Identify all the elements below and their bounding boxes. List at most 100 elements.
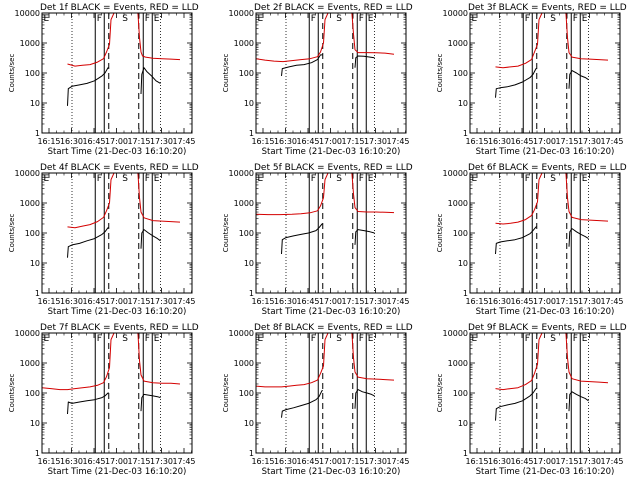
series-line-lld [256, 13, 395, 63]
series-line-events [354, 389, 375, 409]
x-tick-label: 16:45 [510, 297, 533, 306]
x-tick-label: 17:15 [555, 457, 578, 466]
x-tick-label: 16:30 [488, 137, 511, 146]
chart-title: Det 2f BLACK = Events, RED = LLD [254, 3, 413, 13]
chart-title: Det 8f BLACK = Events, RED = LLD [254, 323, 413, 333]
x-tick-label: 16:30 [488, 457, 511, 466]
y-tick-label: 1 [463, 449, 468, 458]
x-tick-label: 16:45 [296, 297, 319, 306]
y-tick-label: 10 [458, 99, 468, 108]
series-line-lld [67, 173, 181, 229]
series-line-events [568, 391, 589, 412]
marker-label: F [573, 14, 578, 24]
y-tick-label: 1 [35, 129, 40, 138]
marker-label: F [145, 14, 150, 24]
marker-label: F [573, 334, 578, 344]
x-tick-label: 16:15 [251, 457, 274, 466]
y-tick-label: 10000 [229, 9, 254, 18]
y-tick-label: 100 [25, 389, 40, 398]
series-line-events [281, 54, 323, 76]
x-tick-label: 17:15 [127, 297, 150, 306]
marker-label: F [359, 334, 364, 344]
x-axis-label: Start Time (21-Dec-03 16:10:20) [48, 307, 187, 317]
y-axis-label: Counts/sec [436, 54, 444, 93]
y-tick-label: 1000 [234, 39, 254, 48]
y-tick-label: 10000 [229, 169, 254, 178]
series-line-lld [67, 13, 181, 67]
marker-label: F [359, 14, 364, 24]
x-tick-label: 16:15 [465, 457, 488, 466]
x-tick-label: 16:45 [82, 137, 105, 146]
y-tick-label: 10000 [443, 169, 468, 178]
marker-label: F [573, 174, 578, 184]
y-tick-label: 10000 [443, 329, 468, 338]
y-tick-label: 100 [453, 69, 468, 78]
chart-panel: Det 7f BLACK = Events, RED = LLD 1 10 100 10… [8, 323, 199, 477]
marker-label: F [359, 174, 364, 184]
marker-label: E [582, 174, 588, 184]
x-tick-label: 17:45 [386, 137, 409, 146]
x-tick-label: 16:30 [60, 137, 83, 146]
x-tick-label: 17:45 [600, 137, 623, 146]
x-axis-label: Start Time (21-Dec-03 16:10:20) [262, 307, 401, 317]
x-tick-label: 17:30 [578, 297, 601, 306]
series-line-events [568, 228, 589, 247]
marker-label: F [145, 174, 150, 184]
x-tick-label: 17:15 [341, 297, 364, 306]
y-tick-label: 1 [463, 289, 468, 298]
y-tick-label: 1000 [20, 359, 40, 368]
plot-area [495, 173, 609, 293]
plot-area [495, 13, 609, 133]
series-line-events [281, 390, 323, 418]
x-axis-label: Start Time (21-Dec-03 16:10:20) [476, 467, 615, 477]
marker-label: F [525, 14, 530, 24]
y-tick-label: 1000 [448, 359, 468, 368]
series-line-events [495, 68, 537, 98]
x-tick-label: 16:15 [251, 137, 274, 146]
y-tick-label: 100 [239, 229, 254, 238]
marker-label: E [154, 334, 160, 344]
y-tick-label: 10000 [15, 329, 40, 338]
marker-label: S [550, 14, 556, 24]
series-line-events [354, 55, 375, 68]
marker-label: E [368, 174, 374, 184]
y-axis-label: Counts/sec [222, 374, 230, 413]
y-tick-label: 1 [249, 449, 254, 458]
marker-label: F [311, 334, 316, 344]
y-tick-label: 10 [30, 419, 40, 428]
x-tick-label: 17:15 [341, 137, 364, 146]
x-tick-label: 17:00 [105, 457, 128, 466]
x-tick-label: 17:45 [172, 457, 195, 466]
x-tick-label: 17:15 [341, 457, 364, 466]
x-tick-label: 16:30 [274, 457, 297, 466]
chart-title: Det 5f BLACK = Events, RED = LLD [254, 163, 413, 173]
x-tick-label: 17:15 [127, 457, 150, 466]
y-tick-label: 10 [244, 259, 254, 268]
series-line-events [281, 223, 323, 255]
plot-frame [469, 12, 621, 134]
y-axis-label: Counts/sec [8, 374, 16, 413]
marker-label: S [550, 174, 556, 184]
series-line-events [495, 388, 537, 421]
plot-frame [469, 332, 621, 454]
marker-label: F [311, 14, 316, 24]
marker-label: S [550, 334, 556, 344]
x-tick-label: 17:30 [364, 457, 387, 466]
x-tick-label: 17:00 [105, 137, 128, 146]
x-tick-label: 17:00 [105, 297, 128, 306]
x-tick-label: 17:15 [127, 137, 150, 146]
y-tick-label: 10 [244, 419, 254, 428]
x-tick-label: 17:45 [600, 297, 623, 306]
x-tick-label: 17:45 [386, 457, 409, 466]
x-axis-label: Start Time (21-Dec-03 16:10:20) [476, 307, 615, 317]
chart-title: Det 7f BLACK = Events, RED = LLD [40, 323, 199, 333]
marker-label: E [44, 14, 50, 24]
chart-title: Det 1f BLACK = Events, RED = LLD [40, 3, 199, 13]
marker-label: E [154, 174, 160, 184]
series-line-events [67, 392, 109, 415]
x-tick-label: 16:15 [37, 457, 60, 466]
marker-label: E [472, 334, 478, 344]
x-axis-label: Start Time (21-Dec-03 16:10:20) [262, 147, 401, 157]
series-line-events [67, 227, 109, 258]
